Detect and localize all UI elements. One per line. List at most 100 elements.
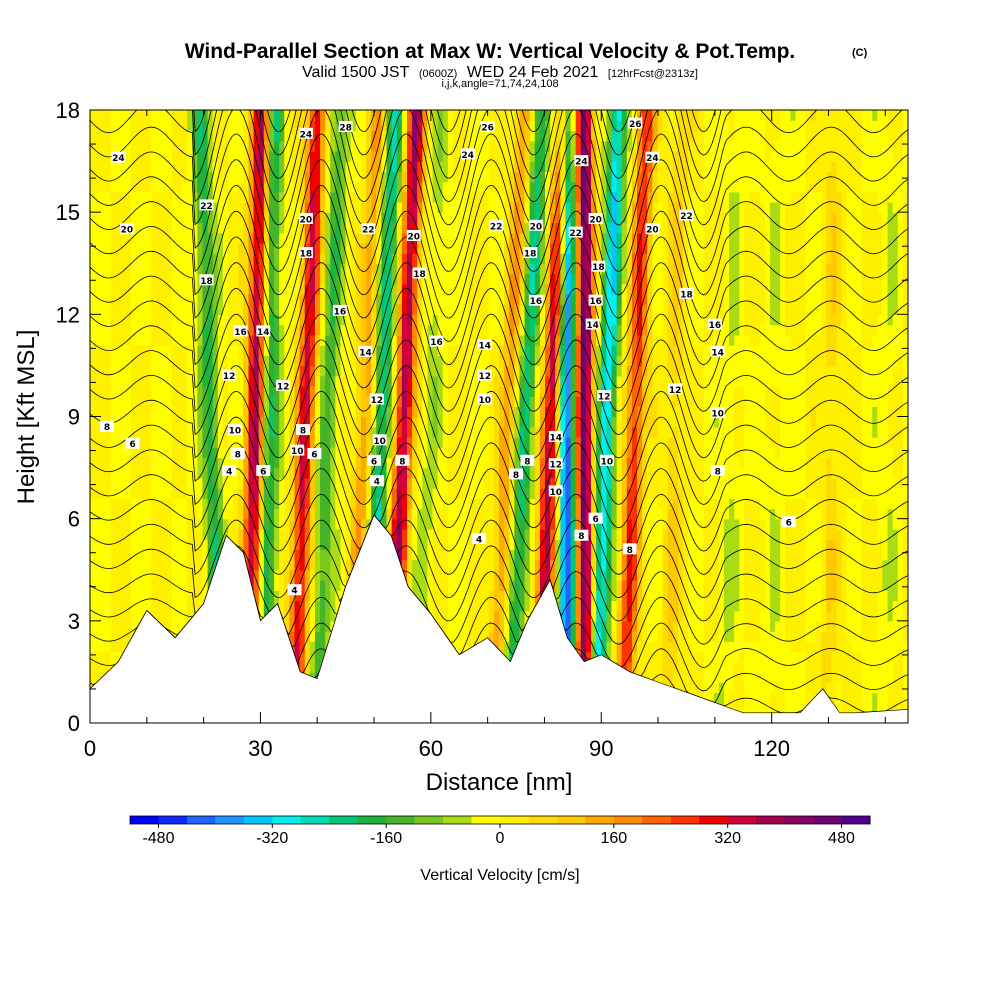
velocity-cell [176, 375, 183, 387]
velocity-cell [309, 457, 316, 469]
velocity-cell [197, 375, 204, 387]
velocity-cell [734, 641, 740, 653]
velocity-cell [463, 488, 470, 499]
velocity-cell [325, 467, 331, 479]
velocity-cell [611, 355, 618, 367]
velocity-cell [509, 569, 516, 581]
velocity-cell [652, 457, 659, 469]
velocity-cell [417, 590, 424, 602]
velocity-cell [550, 579, 556, 591]
velocity-cell [672, 600, 679, 612]
velocity-cell [432, 375, 439, 387]
velocity-cell [729, 579, 735, 591]
velocity-cell [207, 549, 214, 561]
velocity-cell [514, 406, 521, 418]
velocity-cell [325, 620, 331, 632]
velocity-cell [176, 549, 183, 561]
velocity-cell [268, 539, 275, 551]
velocity-cell [258, 406, 265, 418]
velocity-cell [151, 436, 158, 448]
velocity-cell [432, 344, 439, 356]
velocity-cell [493, 406, 500, 418]
velocity-cell [483, 539, 490, 551]
velocity-cell [493, 539, 500, 551]
velocity-cell [376, 355, 383, 367]
velocity-cell [90, 365, 96, 377]
velocity-cell [805, 528, 812, 540]
velocity-cell [560, 426, 567, 438]
velocity-cell [744, 539, 751, 551]
velocity-cell [846, 549, 853, 561]
velocity-cell [447, 396, 454, 407]
velocity-cell [253, 447, 260, 459]
velocity-cell [105, 467, 112, 479]
velocity-cell [422, 477, 429, 489]
velocity-cell [677, 518, 684, 530]
velocity-cell [105, 600, 112, 612]
velocity-cell [739, 518, 746, 530]
velocity-cell [887, 508, 894, 520]
velocity-cell [401, 436, 408, 448]
velocity-cell [867, 436, 873, 448]
velocity-cell [688, 569, 694, 581]
velocity-cell [662, 620, 669, 632]
velocity-cell [688, 590, 694, 602]
velocity-cell [212, 396, 219, 407]
velocity-cell [867, 661, 873, 673]
velocity-cell [243, 436, 250, 448]
velocity-cell [769, 467, 776, 479]
velocity-cell [652, 610, 659, 622]
velocity-cell [826, 477, 833, 489]
velocity-cell [120, 334, 127, 346]
velocity-cell [861, 355, 868, 367]
velocity-cell [790, 508, 797, 520]
velocity-cell [432, 355, 439, 367]
velocity-cell [417, 344, 424, 356]
velocity-cell [621, 375, 628, 387]
velocity-cell [698, 457, 705, 469]
velocity-cell [468, 600, 475, 612]
velocity-cell [238, 344, 245, 356]
velocity-cell [452, 498, 459, 510]
velocity-cell [499, 508, 505, 520]
velocity-cell [534, 447, 541, 459]
velocity-cell [212, 467, 219, 479]
velocity-cell [570, 488, 577, 499]
velocity-cell [161, 467, 168, 479]
velocity-cell [637, 518, 643, 530]
velocity-cell [565, 344, 572, 356]
velocity-cell [810, 600, 817, 612]
velocity-cell [452, 631, 459, 642]
velocity-cell [872, 569, 879, 581]
velocity-cell [401, 365, 408, 377]
velocity-cell [647, 518, 654, 530]
velocity-cell [846, 539, 853, 551]
velocity-cell [171, 344, 178, 356]
velocity-cell [268, 344, 275, 356]
velocity-cell [606, 549, 613, 561]
velocity-cell [325, 416, 331, 428]
velocity-cell [207, 436, 214, 448]
velocity-cell [688, 365, 694, 377]
velocity-cell [90, 518, 96, 530]
velocity-cell [810, 477, 817, 489]
velocity-cell [325, 559, 331, 571]
velocity-cell [713, 569, 720, 581]
velocity-cell [723, 518, 730, 530]
velocity-cell [463, 447, 470, 459]
velocity-cell [253, 590, 260, 602]
velocity-cell [519, 416, 526, 428]
velocity-cell [268, 416, 275, 428]
velocity-cell [652, 385, 659, 397]
velocity-cell [412, 549, 418, 561]
velocity-cell [688, 477, 694, 489]
velocity-cell [688, 406, 694, 418]
velocity-cell [330, 569, 337, 581]
velocity-cell [100, 436, 107, 448]
velocity-cell [611, 436, 618, 448]
velocity-cell [810, 467, 817, 479]
velocity-cell [800, 682, 807, 694]
velocity-cell [882, 385, 889, 397]
velocity-cell [483, 344, 490, 356]
velocity-cell [821, 457, 827, 469]
